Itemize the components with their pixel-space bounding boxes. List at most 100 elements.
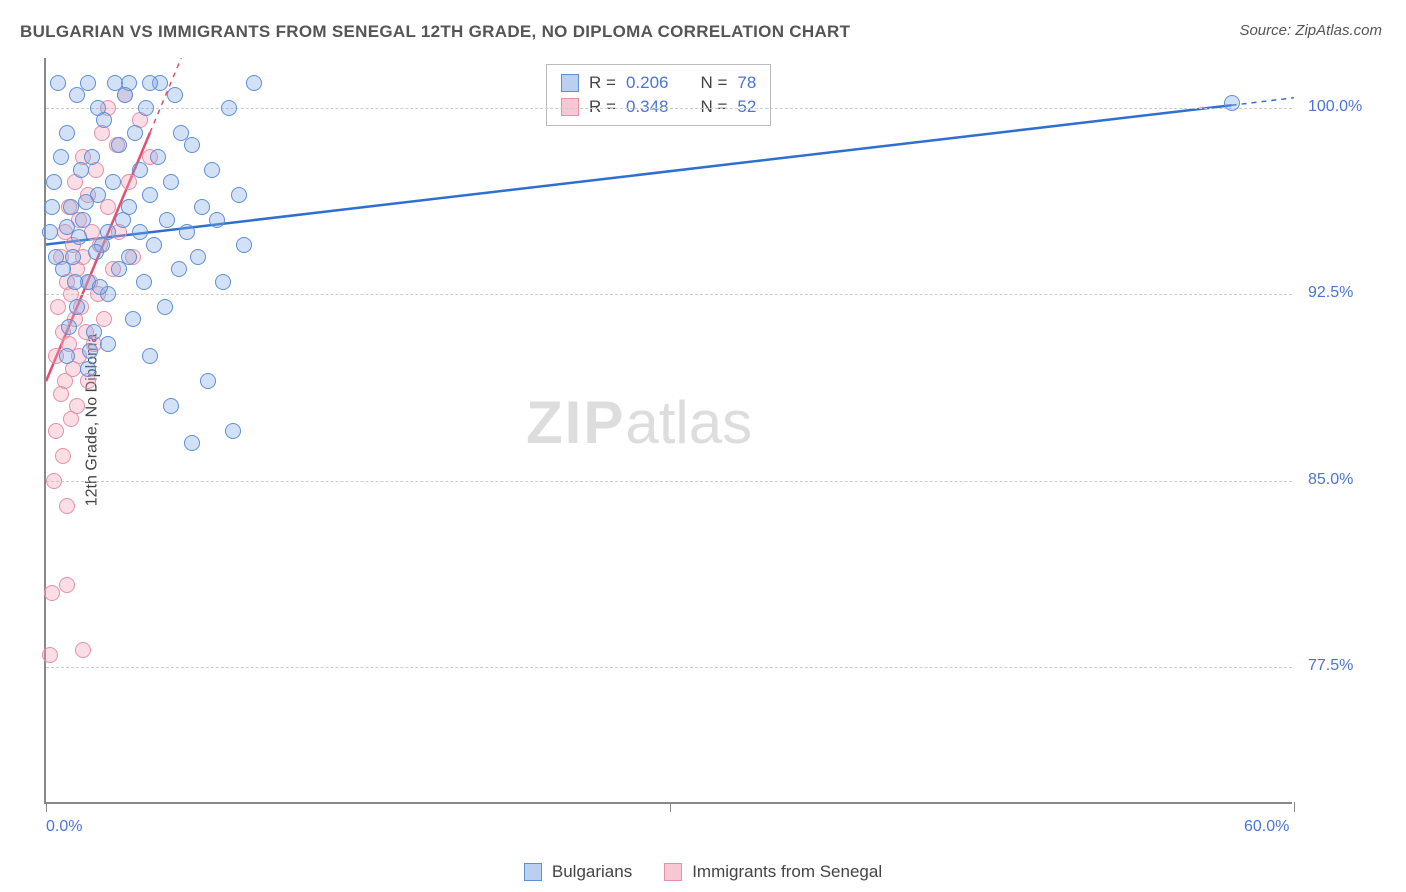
- scatter-point-bulgarians: [121, 199, 137, 215]
- legend-stats-row-bulgarians: R = 0.206 N = 78: [561, 71, 756, 95]
- scatter-point-bulgarians: [53, 149, 69, 165]
- scatter-point-bulgarians: [138, 100, 154, 116]
- n-value: 78: [737, 73, 756, 93]
- plot-area: ZIPatlas R =0.206N =78R =0.348N =52 77.5…: [44, 58, 1292, 804]
- gridline: [46, 294, 1292, 295]
- scatter-point-senegal: [42, 647, 58, 663]
- scatter-point-bulgarians: [209, 212, 225, 228]
- scatter-point-senegal: [44, 585, 60, 601]
- scatter-point-bulgarians: [136, 274, 152, 290]
- scatter-point-bulgarians: [69, 299, 85, 315]
- scatter-point-bulgarians: [179, 224, 195, 240]
- scatter-point-bulgarians: [42, 224, 58, 240]
- scatter-point-bulgarians: [246, 75, 262, 91]
- scatter-point-senegal: [59, 498, 75, 514]
- scatter-point-bulgarians: [100, 224, 116, 240]
- scatter-point-bulgarians: [84, 149, 100, 165]
- legend-item-bulgarians: Bulgarians: [524, 862, 632, 882]
- scatter-point-bulgarians: [204, 162, 220, 178]
- y-tick-label: 92.5%: [1308, 284, 1353, 302]
- scatter-point-bulgarians: [159, 212, 175, 228]
- trend-line: [1232, 98, 1294, 105]
- scatter-point-senegal: [69, 398, 85, 414]
- legend-label-bulgarians: Bulgarians: [552, 862, 632, 882]
- legend-label-senegal: Immigrants from Senegal: [692, 862, 882, 882]
- scatter-point-bulgarians: [184, 137, 200, 153]
- scatter-point-bulgarians: [142, 187, 158, 203]
- scatter-point-senegal: [100, 199, 116, 215]
- scatter-point-bulgarians: [78, 194, 94, 210]
- scatter-point-bulgarians: [142, 75, 158, 91]
- scatter-point-bulgarians: [121, 75, 137, 91]
- y-tick-label: 100.0%: [1308, 98, 1362, 116]
- scatter-point-bulgarians: [121, 249, 137, 265]
- x-tick-mark: [46, 802, 47, 812]
- scatter-point-bulgarians: [80, 75, 96, 91]
- scatter-point-bulgarians: [142, 348, 158, 364]
- scatter-point-bulgarians: [65, 249, 81, 265]
- legend-item-senegal: Immigrants from Senegal: [664, 862, 882, 882]
- chart-title: BULGARIAN VS IMMIGRANTS FROM SENEGAL 12T…: [20, 22, 850, 42]
- scatter-point-bulgarians: [59, 348, 75, 364]
- scatter-point-senegal: [59, 577, 75, 593]
- scatter-point-bulgarians: [88, 244, 104, 260]
- scatter-point-bulgarians: [163, 174, 179, 190]
- scatter-point-senegal: [48, 423, 64, 439]
- y-tick-label: 85.0%: [1308, 471, 1353, 489]
- scatter-point-bulgarians: [67, 274, 83, 290]
- bottom-legend: Bulgarians Immigrants from Senegal: [0, 862, 1406, 882]
- scatter-point-bulgarians: [92, 279, 108, 295]
- scatter-point-bulgarians: [157, 299, 173, 315]
- x-tick-mark: [1294, 802, 1295, 812]
- scatter-point-bulgarians: [163, 398, 179, 414]
- r-label: R =: [589, 73, 616, 93]
- x-tick-mark: [670, 802, 671, 812]
- chart-container: BULGARIAN VS IMMIGRANTS FROM SENEGAL 12T…: [0, 0, 1406, 892]
- scatter-point-senegal: [75, 642, 91, 658]
- scatter-point-bulgarians: [225, 423, 241, 439]
- scatter-point-bulgarians: [80, 361, 96, 377]
- x-tick-label: 0.0%: [46, 818, 82, 836]
- scatter-point-bulgarians: [132, 162, 148, 178]
- scatter-point-bulgarians: [215, 274, 231, 290]
- scatter-point-bulgarians: [167, 87, 183, 103]
- scatter-point-bulgarians: [82, 343, 98, 359]
- scatter-point-senegal: [46, 473, 62, 489]
- scatter-point-senegal: [55, 448, 71, 464]
- scatter-point-bulgarians: [59, 125, 75, 141]
- scatter-point-bulgarians: [171, 261, 187, 277]
- swatch-icon: [561, 74, 579, 92]
- x-tick-label: 60.0%: [1244, 818, 1289, 836]
- scatter-point-bulgarians: [236, 237, 252, 253]
- scatter-point-bulgarians: [86, 324, 102, 340]
- scatter-point-bulgarians: [221, 100, 237, 116]
- scatter-point-bulgarians: [190, 249, 206, 265]
- watermark-rest: atlas: [625, 389, 752, 456]
- scatter-point-bulgarians: [132, 224, 148, 240]
- scatter-point-bulgarians: [1224, 95, 1240, 111]
- scatter-point-bulgarians: [75, 212, 91, 228]
- swatch-bulgarians: [524, 863, 542, 881]
- y-tick-label: 77.5%: [1308, 657, 1353, 675]
- scatter-point-bulgarians: [200, 373, 216, 389]
- scatter-point-bulgarians: [48, 249, 64, 265]
- scatter-point-senegal: [50, 299, 66, 315]
- scatter-point-bulgarians: [111, 137, 127, 153]
- scatter-point-bulgarians: [71, 229, 87, 245]
- gridline: [46, 481, 1292, 482]
- n-label: N =: [700, 73, 727, 93]
- trend-line: [46, 105, 1232, 244]
- scatter-point-bulgarians: [50, 75, 66, 91]
- scatter-point-bulgarians: [96, 112, 112, 128]
- scatter-point-bulgarians: [46, 174, 62, 190]
- watermark: ZIPatlas: [526, 388, 752, 457]
- scatter-point-bulgarians: [184, 435, 200, 451]
- scatter-point-bulgarians: [231, 187, 247, 203]
- scatter-point-bulgarians: [44, 199, 60, 215]
- scatter-point-bulgarians: [105, 174, 121, 190]
- scatter-point-bulgarians: [61, 319, 77, 335]
- gridline: [46, 667, 1292, 668]
- r-value: 0.206: [626, 73, 669, 93]
- swatch-senegal: [664, 863, 682, 881]
- scatter-point-bulgarians: [194, 199, 210, 215]
